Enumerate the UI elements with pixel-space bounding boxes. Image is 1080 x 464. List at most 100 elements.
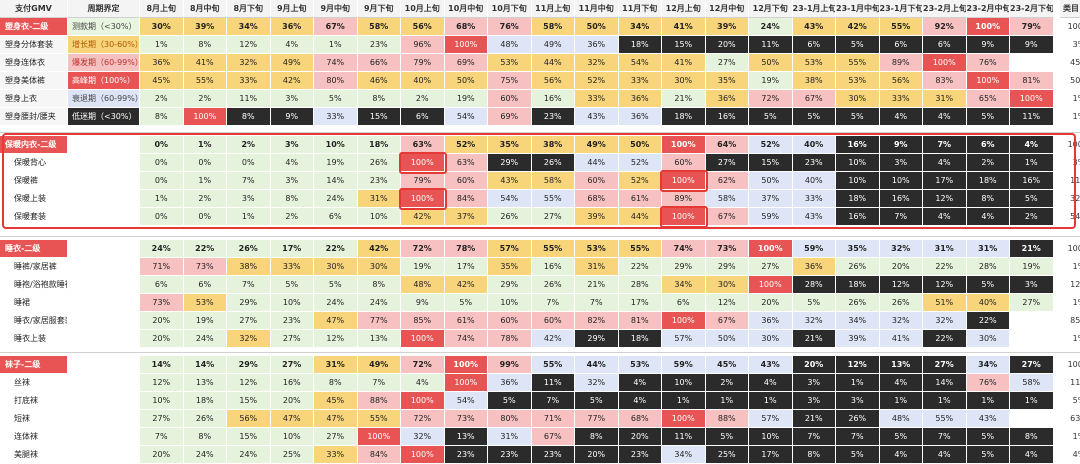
gmv-value-cell: 22% bbox=[314, 240, 358, 258]
gmv-value-cell: 6% bbox=[140, 276, 184, 294]
gmv-value-cell: 40% bbox=[967, 294, 1011, 312]
table-row: 塑身上衣衰退期（60-99%）2%2%11%3%5%8%2%19%60%16%3… bbox=[0, 90, 1080, 108]
gmv-value-cell: 18% bbox=[836, 276, 880, 294]
gmv-value-cell: 10% bbox=[488, 294, 532, 312]
gmv-value-cell: 29% bbox=[488, 276, 532, 294]
gmv-value-cell: 7% bbox=[923, 428, 967, 446]
category-share-cell: 63% bbox=[1060, 410, 1080, 428]
gmv-value-cell: 1% bbox=[923, 392, 967, 410]
gmv-value-cell: 20% bbox=[140, 446, 184, 464]
category-share-cell: 5% bbox=[1060, 392, 1080, 410]
gmv-value-cell: 68% bbox=[619, 410, 663, 428]
gmv-value-cell: 14% bbox=[923, 374, 967, 392]
gmv-value-cell: 42% bbox=[358, 240, 402, 258]
header-period: 11月上旬 bbox=[532, 0, 576, 18]
gmv-value-cell: 12% bbox=[706, 294, 750, 312]
gmv-value-cell: 20% bbox=[140, 312, 184, 330]
gmv-value-cell: 51% bbox=[923, 294, 967, 312]
gmv-value-cell: 33% bbox=[227, 72, 271, 90]
gmv-value-cell: 20% bbox=[880, 258, 924, 276]
subcategory-name: 保暖裤 bbox=[0, 172, 68, 190]
subcategory-name: 保暖背心 bbox=[0, 154, 68, 172]
gmv-value-cell: 11% bbox=[662, 428, 706, 446]
gmv-value-cell: 4% bbox=[619, 392, 663, 410]
subcategory-name: 睡裤/家居裤 bbox=[0, 258, 68, 276]
gmv-value-cell: 47% bbox=[314, 410, 358, 428]
category-share-cell: 32% bbox=[1060, 190, 1080, 208]
gmv-value-cell: 65% bbox=[967, 90, 1011, 108]
gmv-value-cell: 31% bbox=[967, 240, 1011, 258]
gmv-value-cell: 13% bbox=[445, 428, 489, 446]
gmv-value-cell: 23% bbox=[532, 446, 576, 464]
gmv-value-cell: 16% bbox=[271, 374, 315, 392]
gmv-value-cell: 55% bbox=[184, 72, 228, 90]
gmv-value-cell: 35% bbox=[488, 258, 532, 276]
stage-blank bbox=[68, 276, 140, 294]
gmv-value-cell: 73% bbox=[184, 258, 228, 276]
gmv-value-cell: 22% bbox=[184, 240, 228, 258]
gmv-value-cell: 16% bbox=[836, 208, 880, 226]
category-share-cell: 11% bbox=[1060, 172, 1080, 190]
gmv-value-cell: 36% bbox=[793, 258, 837, 276]
category-share-cell: 50% bbox=[1060, 72, 1080, 90]
gmv-value-cell: 19% bbox=[749, 72, 793, 90]
gmv-value-cell: 0% bbox=[140, 172, 184, 190]
gmv-value-cell: 55% bbox=[880, 18, 924, 36]
stage-blank bbox=[68, 294, 140, 312]
gmv-value-cell: 39% bbox=[836, 330, 880, 348]
subcategory-name: 保暖套装 bbox=[0, 208, 68, 226]
stage-blank bbox=[68, 172, 140, 190]
header-period: 12月下旬 bbox=[749, 0, 793, 18]
gmv-value-cell: 56% bbox=[532, 72, 576, 90]
gmv-value-cell: 41% bbox=[662, 18, 706, 36]
gmv-value-cell: 22% bbox=[923, 258, 967, 276]
gmv-value-cell: 28% bbox=[793, 276, 837, 294]
gmv-value-cell: 54% bbox=[619, 54, 663, 72]
gmv-value-cell: 5% bbox=[967, 108, 1011, 126]
header-period: 8月下旬 bbox=[227, 0, 271, 18]
gmv-value-cell: 27% bbox=[140, 410, 184, 428]
gmv-value-cell: 0% bbox=[184, 154, 228, 172]
gmv-value-cell: 20% bbox=[140, 330, 184, 348]
gmv-value-cell: 3% bbox=[271, 90, 315, 108]
gmv-value-cell: 13% bbox=[358, 330, 402, 348]
gmv-value-cell: 2% bbox=[184, 90, 228, 108]
category-share-cell: 3% bbox=[1060, 36, 1080, 54]
gmv-value-cell: 44% bbox=[532, 54, 576, 72]
gmv-value-cell: 24% bbox=[227, 446, 271, 464]
gmv-value-cell: 20% bbox=[619, 428, 663, 446]
gmv-value-cell: 72% bbox=[401, 240, 445, 258]
gmv-value-cell: 83% bbox=[923, 72, 967, 90]
gmv-value-cell: 3% bbox=[793, 392, 837, 410]
gmv-value-cell: 54% bbox=[445, 392, 489, 410]
gmv-value-cell: 31% bbox=[358, 190, 402, 208]
gmv-value-cell: 50% bbox=[749, 54, 793, 72]
gmv-value-cell: 63% bbox=[445, 154, 489, 172]
gmv-value-cell: 50% bbox=[445, 72, 489, 90]
gmv-value-cell: 6% bbox=[793, 36, 837, 54]
header-period: 11月中旬 bbox=[575, 0, 619, 18]
gmv-value-cell: 8% bbox=[184, 36, 228, 54]
table-row: 塑身腰封/腰夹低迷期（<30%）8%100%8%9%33%15%6%54%69%… bbox=[0, 108, 1080, 126]
gmv-value-cell: 41% bbox=[662, 54, 706, 72]
gmv-value-cell: 21% bbox=[575, 276, 619, 294]
gmv-value-cell: 60% bbox=[575, 172, 619, 190]
gmv-value-cell: 100% bbox=[401, 190, 445, 208]
header-period: 12月上旬 bbox=[662, 0, 706, 18]
gmv-value-cell: 27% bbox=[314, 428, 358, 446]
header-period: 23-2月上旬 bbox=[923, 0, 967, 18]
gmv-value-cell: 100% bbox=[967, 72, 1011, 90]
gmv-value-cell: 17% bbox=[445, 258, 489, 276]
stage-blank bbox=[68, 258, 140, 276]
gmv-value-cell: 73% bbox=[140, 294, 184, 312]
gmv-value-cell: 18% bbox=[619, 330, 663, 348]
gmv-value-cell: 68% bbox=[445, 18, 489, 36]
gmv-value-cell: 4% bbox=[1010, 136, 1054, 154]
gmv-value-cell: 9% bbox=[1010, 36, 1054, 54]
gmv-value-cell: 61% bbox=[619, 190, 663, 208]
gmv-value-cell: 15% bbox=[227, 392, 271, 410]
